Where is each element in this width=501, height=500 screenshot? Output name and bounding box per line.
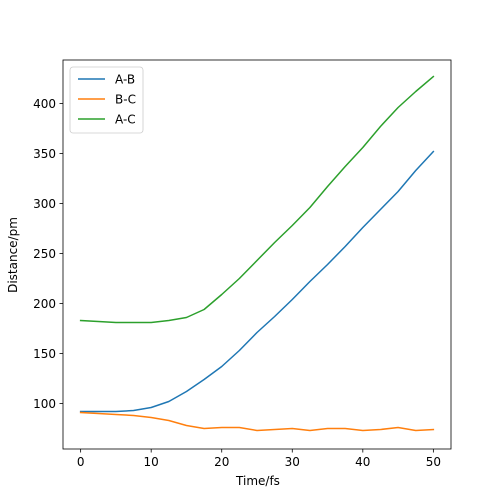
y-tick-label: 200 xyxy=(33,297,56,311)
x-tick-label: 30 xyxy=(285,455,300,469)
x-tick-label: 20 xyxy=(214,455,229,469)
y-tick-label: 350 xyxy=(33,147,56,161)
x-tick-label: 10 xyxy=(144,455,159,469)
x-tick-label: 0 xyxy=(77,455,85,469)
axes-frame xyxy=(62,59,452,450)
legend: A-B B-C A-C xyxy=(69,66,144,134)
series-layer xyxy=(79,75,435,432)
legend-label-b-c: B-C xyxy=(115,92,136,106)
y-tick-label: 150 xyxy=(33,347,56,361)
x-tick-label: 50 xyxy=(426,455,441,469)
series-line-b-c xyxy=(79,411,435,432)
series-line-a-c xyxy=(79,75,435,324)
x-axis-label: Time/fs xyxy=(235,474,280,488)
y-tick-label: 300 xyxy=(33,197,56,211)
legend-box xyxy=(69,66,144,134)
x-tick-label: 40 xyxy=(355,455,370,469)
y-tick-label: 250 xyxy=(33,247,56,261)
axes-layer: 0 10 20 30 40 50 100 150 200 250 300 350 400 xyxy=(33,59,452,469)
legend-label-a-b: A-B xyxy=(115,72,135,86)
legend-label-a-c: A-C xyxy=(115,112,136,126)
y-tick-label: 400 xyxy=(33,97,56,111)
y-axis-label: Distance/pm xyxy=(6,217,20,293)
y-tick-label: 100 xyxy=(33,397,56,411)
series-line-a-b xyxy=(79,150,435,413)
